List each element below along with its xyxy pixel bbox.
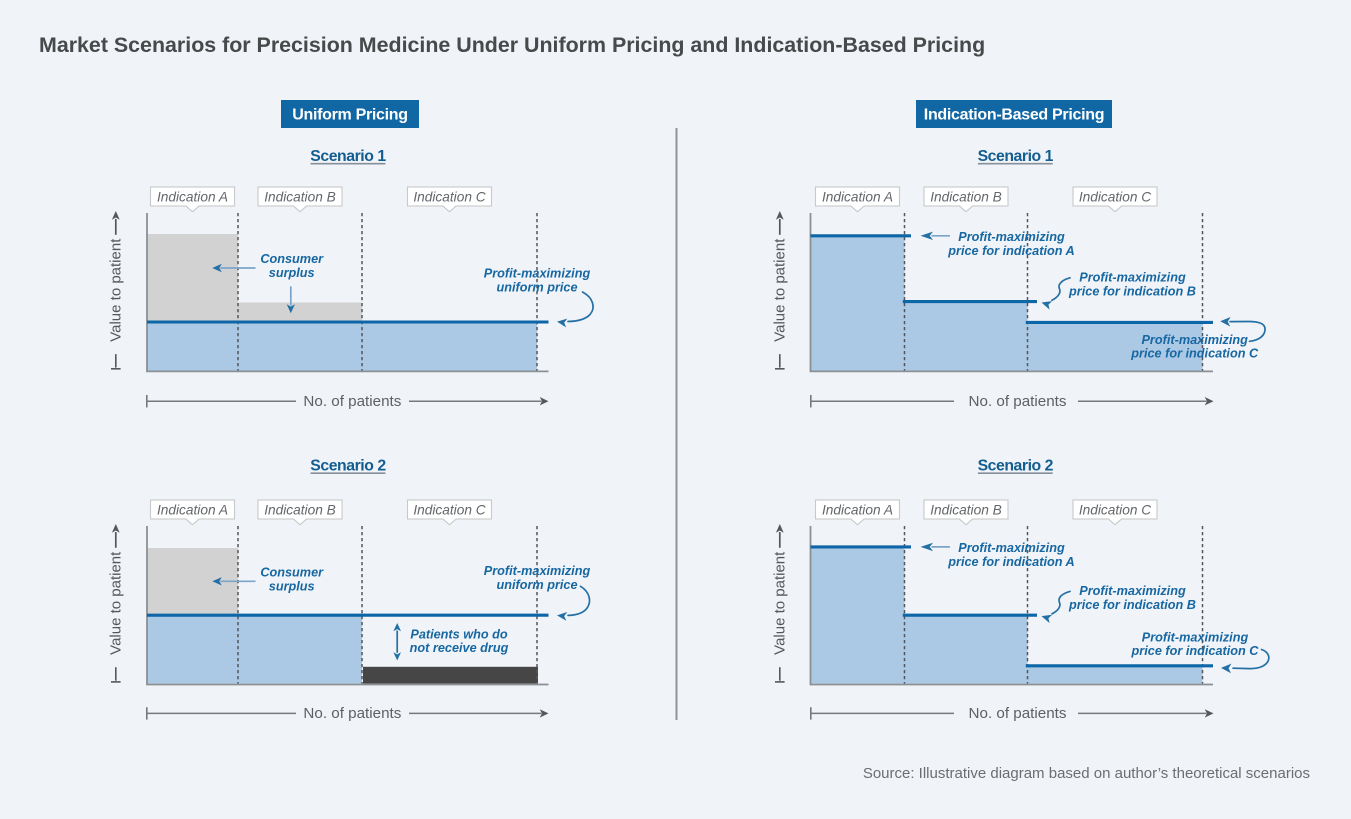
svg-text:Profit-maximizing: Profit-maximizing: [1079, 584, 1186, 598]
svg-text:Indication C: Indication C: [413, 189, 485, 204]
svg-text:not receive drug: not receive drug: [410, 641, 509, 655]
svg-text:price for indication A: price for indication A: [947, 555, 1074, 569]
svg-text:Profit-maximizing: Profit-maximizing: [1079, 271, 1186, 285]
svg-text:Indication A: Indication A: [822, 189, 893, 204]
svg-text:Profit-maximizing: Profit-maximizing: [1141, 333, 1248, 347]
svg-text:price for indication B: price for indication B: [1068, 598, 1196, 612]
svg-text:Indication B: Indication B: [930, 189, 1002, 204]
svg-text:Value to patient: Value to patient: [772, 551, 789, 655]
svg-text:uniform price: uniform price: [496, 578, 577, 592]
svg-text:Scenario 1: Scenario 1: [978, 148, 1054, 165]
svg-text:Indication-Based Pricing: Indication-Based Pricing: [924, 107, 1104, 124]
svg-text:Market Scenarios for Precision: Market Scenarios for Precision Medicine …: [39, 33, 985, 57]
svg-text:No. of patients: No. of patients: [969, 705, 1067, 722]
svg-text:Indication C: Indication C: [1079, 189, 1151, 204]
svg-text:Consumer: Consumer: [260, 252, 324, 266]
svg-text:Indication C: Indication C: [413, 502, 485, 517]
svg-text:Scenario 1: Scenario 1: [310, 148, 386, 165]
svg-text:Patients who do: Patients who do: [410, 627, 508, 641]
svg-text:surplus: surplus: [269, 266, 315, 280]
svg-text:Profit-maximizing: Profit-maximizing: [958, 541, 1065, 555]
svg-text:Indication A: Indication A: [157, 502, 228, 517]
svg-text:Indication A: Indication A: [822, 502, 893, 517]
svg-text:Value to patient: Value to patient: [108, 238, 125, 342]
svg-text:Uniform Pricing: Uniform Pricing: [292, 107, 408, 124]
svg-text:Indication C: Indication C: [1079, 502, 1151, 517]
svg-text:Indication B: Indication B: [264, 502, 336, 517]
svg-text:price for indication C: price for indication C: [1131, 644, 1260, 658]
svg-text:surplus: surplus: [269, 579, 315, 593]
svg-text:Source: Illustrative diagram b: Source: Illustrative diagram based on au…: [863, 765, 1310, 782]
svg-text:Consumer: Consumer: [260, 565, 324, 579]
svg-text:Scenario 2: Scenario 2: [310, 458, 386, 475]
svg-text:Profit-maximizing: Profit-maximizing: [484, 564, 591, 578]
svg-text:Value to patient: Value to patient: [772, 238, 789, 342]
svg-text:price for indication B: price for indication B: [1068, 285, 1196, 299]
svg-text:price for indication A: price for indication A: [947, 244, 1074, 258]
svg-text:price for indication C: price for indication C: [1130, 347, 1259, 361]
svg-text:Indication B: Indication B: [264, 189, 336, 204]
svg-text:Profit-maximizing: Profit-maximizing: [484, 267, 591, 281]
svg-text:Scenario 2: Scenario 2: [978, 458, 1054, 475]
svg-text:Indication A: Indication A: [157, 189, 228, 204]
svg-text:Value to patient: Value to patient: [108, 551, 125, 655]
svg-text:uniform price: uniform price: [496, 281, 577, 295]
svg-text:Indication B: Indication B: [930, 502, 1002, 517]
svg-text:No. of patients: No. of patients: [303, 705, 401, 722]
svg-text:No. of patients: No. of patients: [303, 393, 401, 410]
svg-text:Profit-maximizing: Profit-maximizing: [1142, 630, 1249, 644]
svg-text:Profit-maximizing: Profit-maximizing: [958, 230, 1065, 244]
svg-text:No. of patients: No. of patients: [969, 393, 1067, 410]
